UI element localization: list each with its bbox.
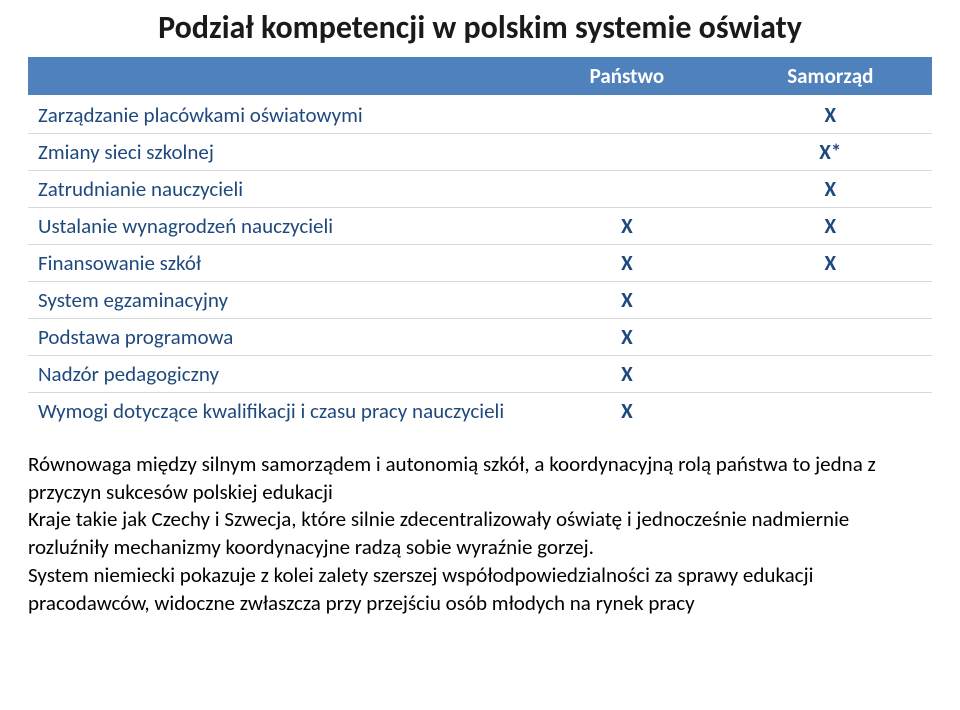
cell-panstwo: X xyxy=(525,319,728,356)
cell-panstwo: X xyxy=(525,245,728,282)
cell-samorzad: X xyxy=(729,96,932,134)
cell-samorzad xyxy=(729,393,932,430)
row-label: Podstawa programowa xyxy=(28,319,525,356)
cell-panstwo: X xyxy=(525,356,728,393)
cell-panstwo: X xyxy=(525,282,728,319)
table-row: System egzaminacyjny X xyxy=(28,282,932,319)
row-label: System egzaminacyjny xyxy=(28,282,525,319)
col-header-samorzad: Samorząd xyxy=(729,57,932,96)
cell-samorzad: X* xyxy=(729,134,932,171)
cell-panstwo xyxy=(525,96,728,134)
cell-panstwo: X xyxy=(525,393,728,430)
col-header-panstwo: Państwo xyxy=(525,57,728,96)
table-header-row: Państwo Samorząd xyxy=(28,57,932,96)
competencies-table: Państwo Samorząd Zarządzanie placówkami … xyxy=(28,57,932,429)
table-row: Zatrudnianie nauczycieli X xyxy=(28,171,932,208)
cell-panstwo xyxy=(525,134,728,171)
col-header-empty xyxy=(28,57,525,96)
row-label: Wymogi dotyczące kwalifikacji i czasu pr… xyxy=(28,393,525,430)
cell-panstwo xyxy=(525,171,728,208)
row-label: Zarządzanie placówkami oświatowymi xyxy=(28,96,525,134)
row-label: Ustalanie wynagrodzeń nauczycieli xyxy=(28,208,525,245)
cell-samorzad xyxy=(729,319,932,356)
table-row: Nadzór pedagogiczny X xyxy=(28,356,932,393)
row-label: Finansowanie szkół xyxy=(28,245,525,282)
cell-samorzad: X xyxy=(729,245,932,282)
row-label: Nadzór pedagogiczny xyxy=(28,356,525,393)
row-label: Zmiany sieci szkolnej xyxy=(28,134,525,171)
table-row: Podstawa programowa X xyxy=(28,319,932,356)
row-label: Zatrudnianie nauczycieli xyxy=(28,171,525,208)
cell-samorzad: X xyxy=(729,208,932,245)
summary-paragraph: Równowaga między silnym samorządem i aut… xyxy=(28,451,932,617)
cell-panstwo: X xyxy=(525,208,728,245)
page-title: Podział kompetencji w polskim systemie o… xyxy=(28,8,932,47)
cell-samorzad: X xyxy=(729,171,932,208)
table-row: Ustalanie wynagrodzeń nauczycieli X X xyxy=(28,208,932,245)
table-row: Zmiany sieci szkolnej X* xyxy=(28,134,932,171)
table-row: Finansowanie szkół X X xyxy=(28,245,932,282)
table-row: Wymogi dotyczące kwalifikacji i czasu pr… xyxy=(28,393,932,430)
cell-samorzad xyxy=(729,356,932,393)
table-row: Zarządzanie placówkami oświatowymi X xyxy=(28,96,932,134)
cell-samorzad xyxy=(729,282,932,319)
